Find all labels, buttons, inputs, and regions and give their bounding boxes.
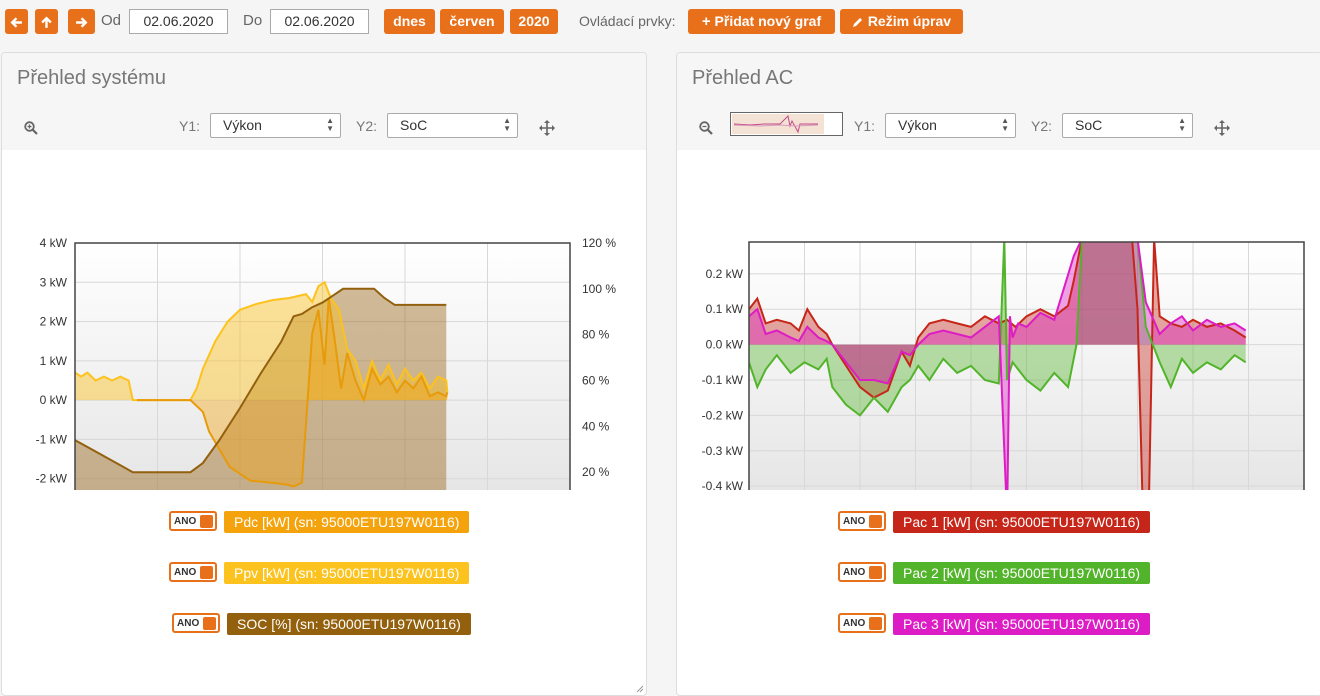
y1-select[interactable]: Výkon ▲ ▼ [210,113,341,138]
y2-tick-label: 120 % [582,236,616,250]
pencil-icon [852,18,862,28]
system-overview-panel: Přehled systému Y1: Výkon ▲ ▼ Y2: SoC ▲ ▼ … [1,52,647,696]
y-tick-label: -0.1 kW [702,373,744,387]
plot-border [748,241,1305,490]
y1-tick-label: 4 kW [40,236,68,250]
arrow-right-icon [76,17,88,28]
prev-day-button[interactable] [5,9,28,34]
select-arrows-icon: ▲ ▼ [503,116,511,133]
select-arrows-icon: ▲ ▼ [326,116,334,133]
year-button[interactable]: 2020 [510,9,558,34]
y2-select[interactable]: SoC ▲ ▼ [1062,113,1193,138]
y2-tick-label: 20 % [582,465,610,479]
zoom-icon[interactable] [24,121,38,135]
toggle-soc[interactable]: ANO [172,613,220,633]
resize-handle-icon[interactable] [636,685,644,693]
edit-mode-button[interactable]: Režim úprav [840,9,963,34]
legend-label-pac3: Pac 3 [kW] (sn: 95000ETU197W0116) [893,613,1151,635]
panel-header: Přehled systému Y1: Výkon ▲ ▼ Y2: SoC ▲ ▼ [2,53,646,150]
y1-select-value: Výkon [898,117,937,133]
legend-label-pac1: Pac 1 [kW] (sn: 95000ETU197W0116) [893,511,1151,533]
panel-title: Přehled AC [692,67,794,89]
pac1-area [749,242,1246,490]
y1-tick-label: -2 kW [36,472,68,486]
to-date-input[interactable]: 02.06.2020 [270,9,369,34]
panel-title: Přehled systému [17,67,166,89]
today-button[interactable]: dnes [384,9,435,34]
pac3-line [749,242,1247,490]
arrow-left-icon [10,17,22,28]
y-tick-label: -0.4 kW [702,479,744,490]
soc-line [74,287,447,474]
pac2-line [749,242,1247,417]
toolbar: Od 02.06.2020 Do 02.06.2020 dnes červen … [0,0,1320,44]
y1-select[interactable]: Výkon ▲ ▼ [885,113,1016,138]
pdc-line [136,297,449,488]
toggle-pac1[interactable]: ANO [838,511,886,531]
toggle-pac3[interactable]: ANO [838,613,886,633]
navigator-thumbnail[interactable] [730,112,843,136]
from-label: Od [101,12,122,29]
y1-tick-label: 2 kW [40,315,68,329]
y1-tick-label: 0 kW [40,393,68,407]
y-tick-label: -0.3 kW [702,444,744,458]
y1-tick-label: 3 kW [40,275,68,289]
y2-label: Y2: [1031,118,1053,134]
y1-select-value: Výkon [223,117,262,133]
add-chart-label: Přidat nový graf [714,13,822,29]
zoom-out-icon[interactable] [699,121,713,135]
legend-label-pac2: Pac 2 [kW] (sn: 95000ETU197W0116) [893,562,1151,584]
next-day-button[interactable] [68,9,95,34]
y1-label: Y1: [854,118,876,134]
y2-tick-label: 80 % [582,328,610,342]
to-label: Do [243,12,263,29]
y2-tick-label: 100 % [582,282,616,296]
soc-area [75,288,447,490]
y2-tick-label: 40 % [582,419,610,433]
arrow-up-icon [41,16,52,28]
y1-label: Y1: [179,118,201,134]
controls-label: Ovládací prvky: [579,13,676,29]
move-icon[interactable] [539,120,555,136]
y1-tick-label: 1 kW [40,354,68,368]
y2-select[interactable]: SoC ▲ ▼ [387,113,518,138]
pac3-area [749,242,1246,490]
plus-icon: + [701,13,711,30]
y2-select-value: SoC [1075,117,1103,133]
y1-tick-label: -1 kW [36,432,68,446]
y2-label: Y2: [356,118,378,134]
toggle-pdc[interactable]: ANO [169,511,217,531]
panel-header: Přehled AC Y1: Výkon ▲ ▼ Y2: SoC ▲ ▼ [677,53,1320,150]
toggle-ppv[interactable]: ANO [169,562,217,582]
y-tick-label: 0.2 kW [706,267,744,281]
from-date-input[interactable]: 02.06.2020 [129,9,228,34]
legend-label-pdc: Pdc [kW] (sn: 95000ETU197W0116) [224,511,470,533]
ac-overview-panel: Přehled AC Y1: Výkon ▲ ▼ Y2: SoC ▲ ▼ 0.2 k… [676,52,1320,696]
edit-mode-label: Režim úprav [867,13,952,29]
up-button[interactable] [35,9,58,34]
ppv-line [74,280,449,402]
toggle-pac2[interactable]: ANO [838,562,886,582]
y-tick-label: 0.1 kW [706,302,744,316]
y-tick-label: -0.2 kW [702,408,744,422]
add-chart-button[interactable]: + Přidat nový graf [688,9,835,34]
move-icon[interactable] [1214,120,1230,136]
pac2-area [749,242,1246,416]
legend-label-ppv: Ppv [kW] (sn: 95000ETU197W0116) [224,562,470,584]
y2-tick-label: 60 % [582,374,610,388]
series-group [749,242,1247,490]
select-arrows-icon: ▲ ▼ [1001,116,1009,133]
select-arrows-icon: ▲ ▼ [1178,116,1186,133]
y-tick-label: 0.0 kW [706,338,744,352]
plot-border [74,242,571,490]
y2-select-value: SoC [400,117,428,133]
ppv-area [75,282,448,401]
ac-chart: 0.2 kW 0.1 kW 0.0 kW -0.1 kW -0.2 kW -0.3 kW -… [702,241,1305,490]
month-button[interactable]: červen [440,9,504,34]
legend-label-soc: SOC [%] (sn: 95000ETU197W0116) [227,613,471,635]
